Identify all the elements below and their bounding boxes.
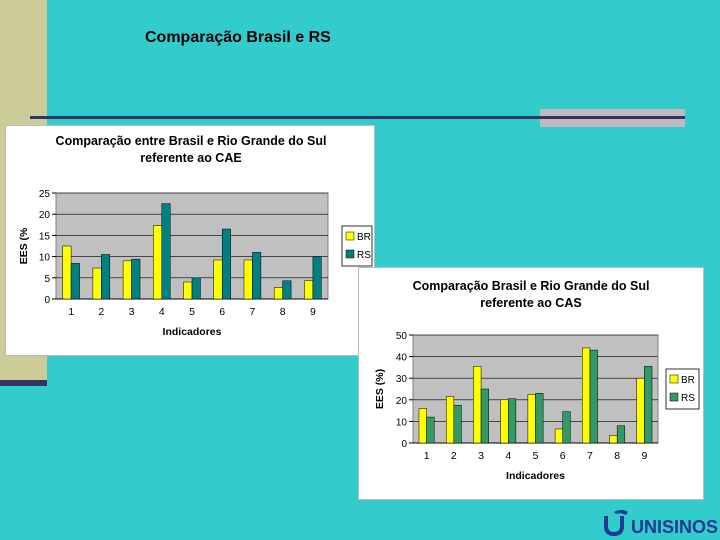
bar-br-4 bbox=[500, 399, 509, 444]
y-tick-label: 0 bbox=[401, 439, 407, 450]
bar-rs-3 bbox=[131, 258, 141, 300]
x-tick-label: 9 bbox=[641, 450, 647, 462]
x-tick-label: 5 bbox=[189, 306, 195, 318]
bar-rs-1 bbox=[70, 263, 80, 300]
bar-rs-8 bbox=[282, 280, 292, 300]
bar-br-2 bbox=[92, 267, 102, 300]
x-tick-label: 6 bbox=[219, 306, 225, 318]
x-tick-label: 8 bbox=[280, 306, 286, 318]
bar-rs-6 bbox=[221, 228, 231, 300]
y-tick-label: 30 bbox=[396, 374, 408, 385]
bar-rs-3 bbox=[480, 388, 489, 444]
bar-br-1 bbox=[418, 408, 427, 444]
legend-label-rs: RS bbox=[681, 393, 695, 404]
bar-br-8 bbox=[273, 287, 283, 300]
bar-br-3 bbox=[473, 366, 482, 444]
bar-rs-4 bbox=[161, 203, 171, 300]
left-bar-base bbox=[0, 380, 47, 386]
x-tick-label: 1 bbox=[424, 450, 430, 462]
legend-swatch-br bbox=[669, 374, 679, 384]
bar-br-6 bbox=[554, 428, 563, 444]
chart-cae-panel: Comparação entre Brasil e Rio Grande do … bbox=[5, 125, 375, 356]
y-tick-label: 5 bbox=[44, 274, 50, 285]
bar-br-3 bbox=[122, 260, 132, 300]
y-axis-label: EES (% bbox=[18, 227, 30, 264]
y-tick-label: 25 bbox=[39, 189, 51, 200]
chart-title-line: Comparação entre Brasil e Rio Grande do … bbox=[56, 134, 327, 148]
x-tick-label: 8 bbox=[614, 450, 620, 462]
bar-rs-9 bbox=[644, 366, 653, 444]
y-tick-label: 50 bbox=[396, 331, 408, 342]
chart-cae: Comparação entre Brasil e Rio Grande do … bbox=[18, 134, 373, 338]
y-tick-label: 20 bbox=[396, 396, 408, 407]
bar-br-9 bbox=[304, 280, 314, 300]
x-tick-label: 9 bbox=[310, 306, 316, 318]
bar-rs-2 bbox=[101, 254, 111, 300]
bar-rs-7 bbox=[252, 252, 262, 300]
bar-rs-5 bbox=[535, 393, 544, 444]
x-tick-label: 7 bbox=[587, 450, 593, 462]
bar-br-8 bbox=[609, 435, 618, 444]
chart-title-line: referente ao CAS bbox=[480, 296, 581, 310]
bar-rs-9 bbox=[312, 256, 322, 300]
x-tick-label: 7 bbox=[250, 306, 256, 318]
bar-br-5 bbox=[183, 281, 193, 300]
x-axis-label: Indicadores bbox=[163, 326, 222, 338]
x-tick-label: 5 bbox=[533, 450, 539, 462]
legend-label-rs: RS bbox=[357, 250, 371, 261]
bar-rs-4 bbox=[508, 398, 517, 444]
x-axis-label: Indicadores bbox=[506, 470, 565, 482]
y-tick-label: 0 bbox=[44, 295, 50, 306]
chart-cas: Comparação Brasil e Rio Grande do Sul ref… bbox=[374, 279, 700, 482]
y-tick-label: 20 bbox=[39, 210, 51, 221]
x-tick-label: 3 bbox=[478, 450, 484, 462]
bar-rs-2 bbox=[453, 404, 462, 444]
unisinos-logo: UNISINOS bbox=[600, 508, 720, 540]
bar-br-2 bbox=[445, 396, 455, 444]
bar-br-5 bbox=[527, 394, 536, 444]
x-tick-label: 2 bbox=[451, 450, 457, 462]
bar-br-4 bbox=[153, 225, 163, 300]
title-rule bbox=[30, 116, 685, 119]
x-tick-label: 3 bbox=[129, 306, 135, 318]
y-axis-label: EES (%) bbox=[374, 369, 386, 409]
y-tick-label: 15 bbox=[39, 231, 51, 242]
legend-swatch-rs bbox=[669, 392, 679, 402]
y-tick-label: 10 bbox=[396, 417, 408, 428]
legend-label-br: BR bbox=[681, 375, 695, 386]
bar-br-7 bbox=[243, 259, 253, 300]
x-tick-label: 2 bbox=[98, 306, 104, 318]
x-tick-label: 1 bbox=[68, 306, 74, 318]
legend-label-br: BR bbox=[357, 232, 371, 243]
x-tick-label: 4 bbox=[505, 450, 511, 462]
legend-swatch-rs bbox=[345, 249, 355, 259]
chart-title-line: referente ao CAE bbox=[140, 151, 241, 165]
bar-rs-8 bbox=[616, 425, 626, 444]
chart-title-line: Comparação Brasil e Rio Grande do Sul bbox=[413, 279, 650, 293]
slide-title: Comparação Brasil e RS bbox=[145, 29, 331, 46]
y-tick-label: 10 bbox=[39, 253, 51, 264]
bar-rs-7 bbox=[589, 349, 598, 444]
logo-wordmark: UNISINOS bbox=[631, 517, 718, 537]
bar-br-1 bbox=[62, 245, 72, 300]
bar-br-7 bbox=[582, 347, 591, 444]
bar-rs-5 bbox=[191, 277, 201, 300]
x-tick-label: 4 bbox=[159, 306, 165, 318]
x-tick-label: 6 bbox=[560, 450, 566, 462]
bar-rs-1 bbox=[426, 416, 435, 444]
legend-swatch-br bbox=[345, 231, 355, 241]
bar-br-6 bbox=[213, 259, 223, 300]
y-tick-label: 40 bbox=[396, 353, 408, 364]
bar-br-9 bbox=[636, 377, 645, 444]
chart-cas-panel: Comparação Brasil e Rio Grande do Sul ref… bbox=[358, 267, 704, 500]
bar-rs-6 bbox=[562, 411, 571, 444]
